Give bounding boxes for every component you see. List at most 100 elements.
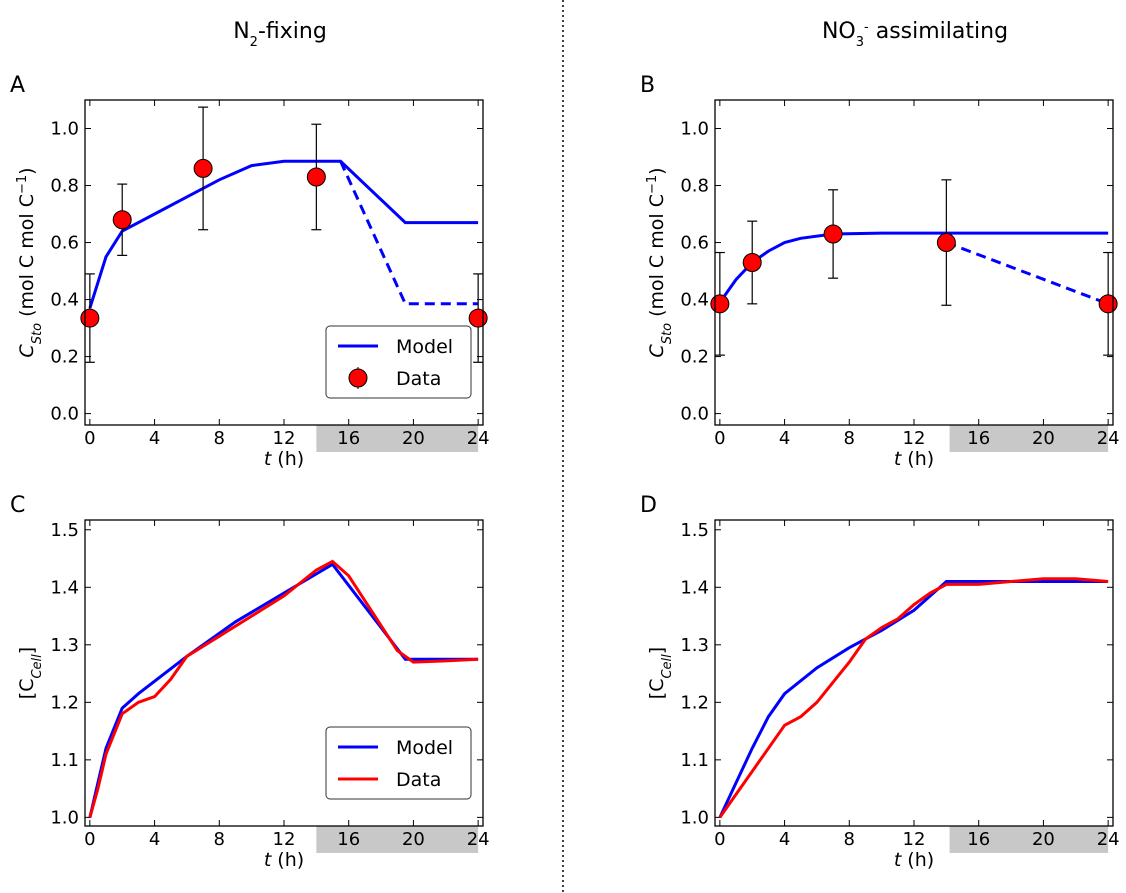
x-tick-label: 20 — [402, 428, 425, 449]
y-axis-label-part: ] — [646, 647, 668, 654]
y-tick-label: 0.2 — [680, 347, 709, 368]
x-tick-label: 20 — [402, 829, 425, 850]
x-tick-label: 4 — [779, 428, 790, 449]
legend-label: Data — [396, 769, 441, 791]
y-axis-label-part: [C — [16, 679, 38, 700]
x-axis-label-part: (h) — [901, 448, 934, 470]
y-tick-label: 0.2 — [50, 347, 79, 368]
y-tick-label: 0.8 — [50, 176, 79, 197]
series-line — [718, 580, 1109, 819]
x-tick-label: 24 — [1097, 829, 1120, 850]
y-axis-label-part: (mol C mol C — [646, 194, 668, 323]
column-title-part: NO — [822, 19, 856, 44]
y-tick-label: 1.3 — [680, 635, 709, 656]
legend-label: Model — [396, 737, 453, 759]
x-axis-label-part: t — [894, 448, 903, 470]
column-title-part: assimilating — [869, 19, 1008, 44]
x-tick-label: 0 — [84, 428, 95, 449]
y-tick-label: 0.6 — [680, 233, 709, 254]
y-tick-label: 1.0 — [50, 807, 79, 828]
plot-frame — [714, 519, 1114, 827]
x-tick-label: 4 — [779, 829, 790, 850]
x-tick-label: 0 — [714, 428, 725, 449]
y-axis-label: [CCell] — [646, 647, 675, 699]
dark-period — [316, 425, 479, 452]
x-tick-label: 0 — [714, 829, 725, 850]
data-point — [710, 294, 730, 314]
y-axis-label-part: Cell — [660, 654, 675, 679]
series-line — [718, 231, 1109, 304]
y-tick-label: 1.5 — [680, 520, 709, 541]
column-title: NO3- assimilating — [822, 19, 1008, 50]
panel-label: B — [640, 73, 655, 98]
x-tick-label: 0 — [84, 829, 95, 850]
data-point — [1098, 294, 1118, 314]
series-line — [88, 159, 479, 309]
x-axis-label-part: t — [264, 448, 273, 470]
data-point — [468, 308, 488, 328]
y-tick-label: 0.0 — [680, 404, 709, 425]
column-title-part: 3 — [856, 35, 864, 50]
x-tick-label: 16 — [337, 829, 360, 850]
data-point — [80, 308, 100, 328]
y-tick-label: 0.6 — [50, 233, 79, 254]
panel-label: A — [10, 73, 25, 98]
column-title-part: N — [233, 19, 249, 44]
x-axis-label: t (h) — [894, 448, 934, 470]
x-tick-label: 24 — [467, 829, 490, 850]
legend — [325, 726, 472, 800]
column-title-part: 2 — [250, 35, 258, 50]
x-tick-label: 4 — [149, 428, 160, 449]
x-tick-label: 8 — [844, 829, 855, 850]
x-tick-label: 8 — [844, 428, 855, 449]
y-axis-label-part: [C — [646, 679, 668, 700]
y-axis-label-part: Sto — [30, 323, 45, 344]
y-axis-label-part: (mol C mol C — [16, 194, 38, 323]
y-axis-label-part: Cell — [30, 654, 45, 679]
plot-frame — [714, 99, 1114, 426]
y-tick-label: 0.8 — [680, 176, 709, 197]
y-tick-label: 1.5 — [50, 520, 79, 541]
x-axis-label: t (h) — [264, 849, 304, 871]
y-axis-label-part: Sto — [660, 323, 675, 344]
y-tick-label: 1.0 — [680, 119, 709, 140]
y-axis-label-part: ) — [16, 167, 38, 174]
legend-label: Model — [396, 336, 453, 358]
x-tick-label: 8 — [214, 428, 225, 449]
x-axis-label-part: t — [894, 849, 903, 871]
data-point — [193, 158, 213, 178]
dark-period — [949, 425, 1109, 452]
x-tick-label: 16 — [337, 428, 360, 449]
dark-period — [316, 826, 479, 853]
series-line — [718, 577, 1109, 819]
y-tick-label: 1.2 — [680, 692, 709, 713]
column-title-part: -fixing — [258, 19, 327, 44]
x-axis-label-part: t — [264, 849, 273, 871]
panel-label: D — [640, 493, 657, 518]
y-axis-label-part: C — [646, 344, 668, 358]
y-tick-label: 1.3 — [50, 635, 79, 656]
x-axis-label-part: (h) — [271, 849, 304, 871]
x-tick-label: 12 — [273, 428, 296, 449]
x-axis-label: t (h) — [894, 849, 934, 871]
y-tick-label: 0.0 — [50, 404, 79, 425]
y-tick-label: 1.4 — [50, 577, 79, 598]
y-axis-label-part: ] — [16, 647, 38, 654]
y-axis-label: CSto (mol C mol C−1) — [645, 167, 675, 357]
x-tick-label: 12 — [273, 829, 296, 850]
y-axis-label-part: C — [16, 344, 38, 358]
x-tick-label: 24 — [1097, 428, 1120, 449]
x-tick-label: 20 — [1032, 829, 1055, 850]
y-axis-label: CSto (mol C mol C−1) — [15, 167, 45, 357]
column-title-part: - — [864, 20, 869, 35]
y-axis-label: [CCell] — [16, 647, 45, 699]
panel-label: C — [10, 493, 25, 518]
x-tick-label: 20 — [1032, 428, 1055, 449]
y-axis-label-part: −1 — [645, 175, 660, 194]
data-point — [823, 224, 843, 244]
data-point — [306, 167, 326, 187]
y-axis-label-part: −1 — [15, 175, 30, 194]
legend-swatch — [348, 368, 368, 388]
dark-period — [949, 826, 1109, 853]
